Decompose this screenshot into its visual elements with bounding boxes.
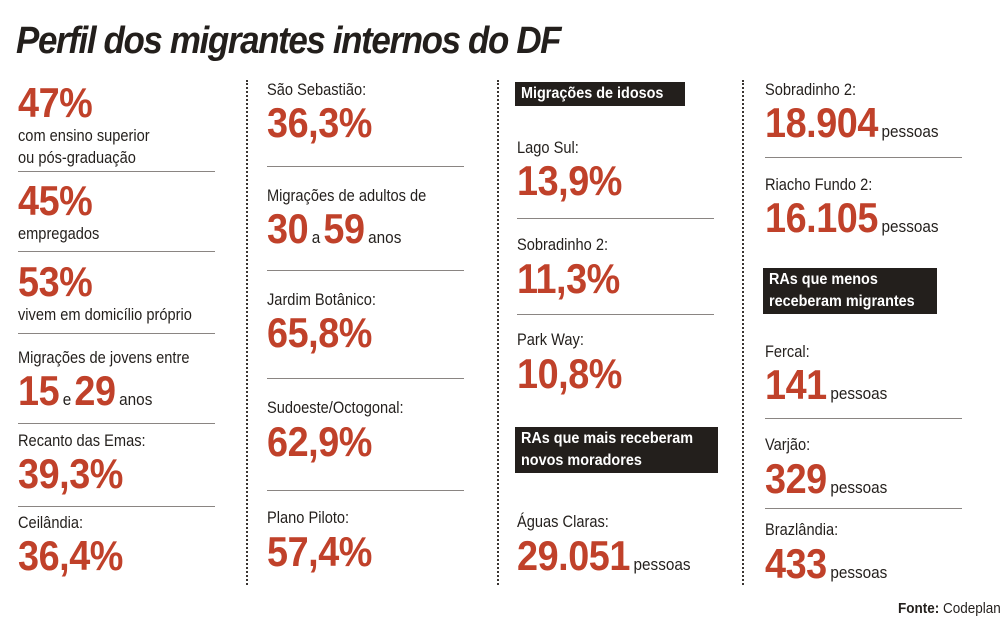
stat-aguas-claras: 29.051 pessoas (517, 535, 691, 585)
divider (18, 423, 215, 424)
stat-riacho-fundo2-label: Riacho Fundo 2: (765, 175, 873, 194)
stat-varjao-label: Varjão: (765, 435, 811, 454)
divider (18, 171, 215, 172)
stat-value: 141 (765, 361, 827, 408)
stat-sobradinho2-count-label: Sobradinho 2: (765, 80, 857, 99)
section-tag-idosos: Migrações de idosos (515, 82, 686, 106)
stat-riacho-fundo2: 16.105 pessoas (765, 197, 939, 247)
stat-fercal-label: Fercal: (765, 342, 810, 361)
stat-value: 433 (765, 540, 827, 587)
source-label: Fonte: (898, 600, 940, 617)
stat-empregados-label: empregados (18, 224, 100, 243)
stat-sao-sebastiao-label: São Sebastião: (267, 80, 367, 99)
page-title: Perfil dos migrantes internos do DF (16, 20, 562, 62)
stat-lago-sul-label: Lago Sul: (517, 138, 579, 157)
source-credit: Fonte: Codeplan (898, 600, 1000, 617)
stat-plano-piloto-label: Plano Piloto: (267, 508, 350, 527)
stat-sobradinho2-count: 18.904 pessoas (765, 102, 939, 152)
stat-sudoeste-label: Sudoeste/Octogonal: (267, 398, 404, 417)
divider (765, 508, 962, 509)
divider (517, 218, 714, 219)
section-tag-text: RAs que menos (769, 271, 878, 288)
divider (18, 506, 215, 507)
divider (267, 490, 464, 491)
stat-unit: pessoas (830, 563, 888, 582)
stat-ensino-label: com ensino superior (18, 126, 150, 145)
column-divider (246, 80, 248, 585)
divider (517, 314, 714, 315)
stat-ensino-value: 47% (18, 79, 93, 126)
section-tag-text: receberam migrantes (769, 293, 915, 310)
stat-aguas-claras-label: Águas Claras: (517, 512, 609, 531)
stat-jardim-botanico-label: Jardim Botânico: (267, 290, 376, 309)
stat-brazlandia-label: Brazlândia: (765, 520, 839, 539)
stat-domicilio-value: 53% (18, 258, 93, 305)
stat-value: 16.105 (765, 194, 878, 241)
stat-ensino-label-2: ou pós-graduação (18, 148, 136, 167)
section-tag-text: novos moradores (521, 452, 642, 469)
stat-ceilandia-value: 36,4% (18, 532, 123, 579)
stat-unit: pessoas (830, 478, 888, 497)
stat-jardim-botanico-value: 65,8% (267, 309, 372, 356)
divider (765, 418, 962, 419)
stat-unit: pessoas (881, 217, 939, 236)
divider (18, 333, 215, 334)
age-connector: a (311, 228, 321, 247)
stat-value: 29.051 (517, 532, 630, 579)
age-to: 29 (74, 367, 116, 414)
age-from: 15 (18, 367, 60, 414)
age-unit: anos (119, 390, 153, 409)
divider (765, 157, 962, 158)
column-divider (742, 80, 744, 585)
section-tag-text: Migrações de idosos (521, 85, 664, 102)
source-value: Codeplan (943, 600, 1000, 617)
stat-lago-sul-value: 13,9% (517, 157, 622, 204)
stat-park-way-value: 10,8% (517, 350, 622, 397)
stat-varjao: 329 pessoas (765, 458, 888, 508)
stat-unit: pessoas (881, 122, 939, 141)
divider (18, 251, 215, 252)
age-connector: e (62, 390, 72, 409)
age-to: 59 (323, 205, 365, 252)
stat-sobradinho2-label: Sobradinho 2: (517, 235, 609, 254)
stat-sao-sebastiao-value: 36,3% (267, 99, 372, 146)
column-divider (497, 80, 499, 585)
stat-brazlandia: 433 pessoas (765, 543, 888, 593)
stat-adultos-range: 30 a59 anos (267, 208, 402, 258)
age-from: 30 (267, 205, 309, 252)
stat-fercal: 141 pessoas (765, 364, 888, 414)
age-unit: anos (368, 228, 402, 247)
stat-jovens-label: Migrações de jovens entre (18, 348, 190, 367)
section-tag-mais: RAs que mais receberam novos moradores (515, 427, 719, 473)
stat-jovens-range: 15 e29 anos (18, 370, 153, 420)
stat-unit: pessoas (830, 384, 888, 403)
stat-recanto-label: Recanto das Emas: (18, 431, 146, 450)
stat-value: 329 (765, 455, 827, 502)
section-tag-menos: RAs que menos receberam migrantes (763, 268, 937, 314)
stat-domicilio-label: vivem em domicílio próprio (18, 305, 192, 324)
stat-adultos-label: Migrações de adultos de (267, 186, 427, 205)
stat-sudoeste-value: 62,9% (267, 418, 372, 465)
divider (267, 378, 464, 379)
stat-park-way-label: Park Way: (517, 330, 584, 349)
stat-recanto-value: 39,3% (18, 450, 123, 497)
stat-empregados-value: 45% (18, 177, 93, 224)
divider (267, 166, 464, 167)
stat-unit: pessoas (633, 555, 691, 574)
section-tag-text: RAs que mais receberam (521, 430, 694, 447)
stat-plano-piloto-value: 57,4% (267, 528, 372, 575)
stat-ceilandia-label: Ceilândia: (18, 513, 84, 532)
stat-value: 18.904 (765, 99, 878, 146)
divider (267, 270, 464, 271)
stat-sobradinho2-value: 11,3% (517, 255, 620, 302)
